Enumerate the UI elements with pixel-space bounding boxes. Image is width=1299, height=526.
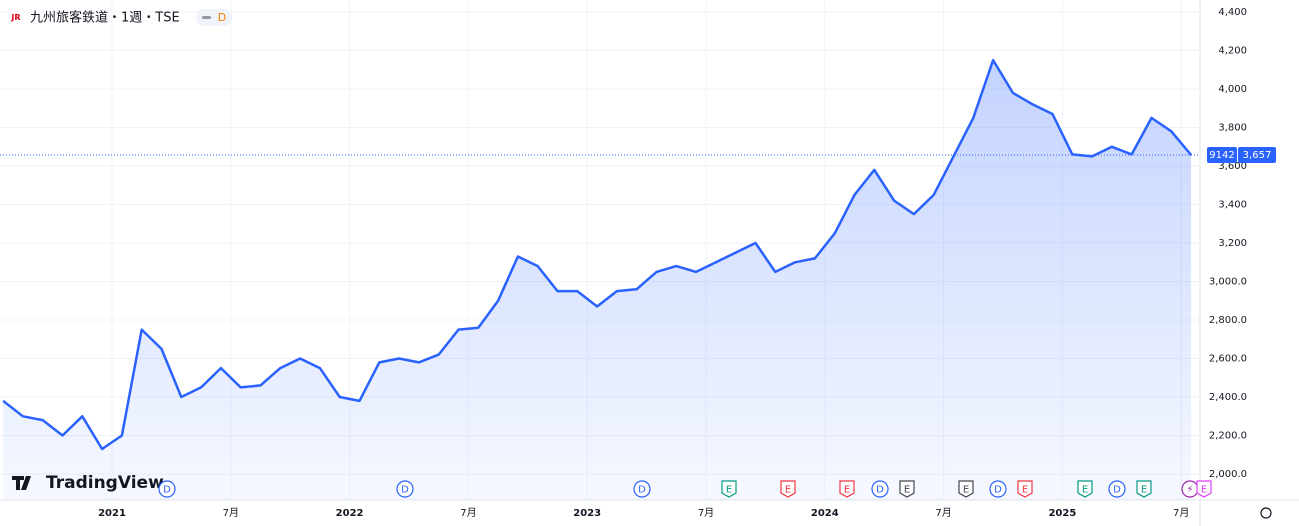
event-label: E: [1022, 485, 1028, 496]
event-label: E: [844, 485, 850, 496]
earnings-marker: [1077, 480, 1093, 498]
y-tick-label: 3,800: [1218, 123, 1247, 134]
logo-text: TradingView: [46, 473, 164, 493]
price-label: 3,657: [1243, 150, 1272, 161]
x-tick-label: 7月: [460, 507, 476, 519]
x-tick-label: 7月: [1173, 507, 1189, 519]
x-tick-label: 2024: [811, 508, 839, 519]
earnings-marker: [721, 480, 737, 498]
event-label: E: [1082, 485, 1088, 496]
y-tick-label: 3,200: [1218, 238, 1247, 249]
ticker-label: 9142: [1209, 150, 1234, 161]
badge-box: [196, 9, 232, 26]
dividend-marker: [989, 480, 1007, 498]
x-tick-label: 2022: [336, 508, 364, 519]
dividend-marker: [158, 480, 176, 498]
y-tick-label: 2,800.0: [1209, 315, 1247, 326]
y-tick-label: 3,600: [1218, 161, 1247, 172]
badge: D: [218, 11, 226, 24]
event-label: ⚡: [1186, 485, 1193, 496]
y-tick-label: 3,400: [1218, 200, 1247, 211]
event-label: E: [785, 485, 791, 496]
event-label: E: [904, 485, 910, 496]
y-tick-label: 2,200.0: [1209, 431, 1247, 442]
earnings-marker: [780, 480, 796, 498]
y-tick-label: 2,400.0: [1209, 392, 1247, 403]
earnings-marker: [899, 480, 915, 498]
dividend-marker: [633, 480, 651, 498]
logo-mark: [12, 476, 31, 490]
dividend-marker: [871, 480, 889, 498]
event-label: D: [1113, 485, 1121, 496]
x-tick-label: 7月: [935, 507, 951, 519]
event-label: D: [163, 485, 171, 496]
y-tick-label: 4,000: [1218, 84, 1247, 95]
x-tick-label: 7月: [698, 507, 714, 519]
ticker-tag: [1207, 147, 1237, 164]
plot: [2, 58, 1193, 500]
event-label: D: [638, 485, 646, 496]
earnings-marker: [839, 480, 855, 498]
earnings-marker: [1017, 480, 1033, 498]
price-tag: [1238, 147, 1276, 164]
dividend-marker: [1108, 480, 1126, 498]
y-tick-label: 2,000.0: [1209, 469, 1247, 480]
earnings-marker: [958, 480, 974, 498]
earnings-marker: [1196, 480, 1212, 498]
y-tick-label: 4,400: [1218, 7, 1247, 18]
y-tick-label: 4,200: [1218, 46, 1247, 57]
y-tick-label: 3,000.0: [1209, 277, 1247, 288]
event-label: D: [994, 485, 1002, 496]
event-label: E: [1201, 485, 1207, 496]
event-label: D: [401, 485, 409, 496]
logo-box: [9, 10, 23, 24]
x-tick-label: 2025: [1048, 508, 1076, 519]
dividend-marker: [396, 480, 414, 498]
event-label: D: [876, 485, 884, 496]
event-label: E: [726, 485, 732, 496]
area-fill: [3, 60, 1192, 500]
settings-icon[interactable]: [1260, 507, 1272, 519]
logo-icon: JR: [10, 13, 20, 22]
event-label: E: [1141, 485, 1147, 496]
y-tick-label: 2,600.0: [1209, 354, 1247, 365]
earnings-marker: [1136, 480, 1152, 498]
badge-dash: [202, 16, 211, 19]
chart-title: 九州旅客鉄道・1週・TSE: [30, 10, 180, 26]
event-label: E: [963, 485, 969, 496]
x-tick-label: 7月: [223, 507, 239, 519]
price-line: [2, 58, 1193, 451]
x-tick-label: 2023: [573, 508, 601, 519]
x-tick-label: 2021: [98, 508, 126, 519]
